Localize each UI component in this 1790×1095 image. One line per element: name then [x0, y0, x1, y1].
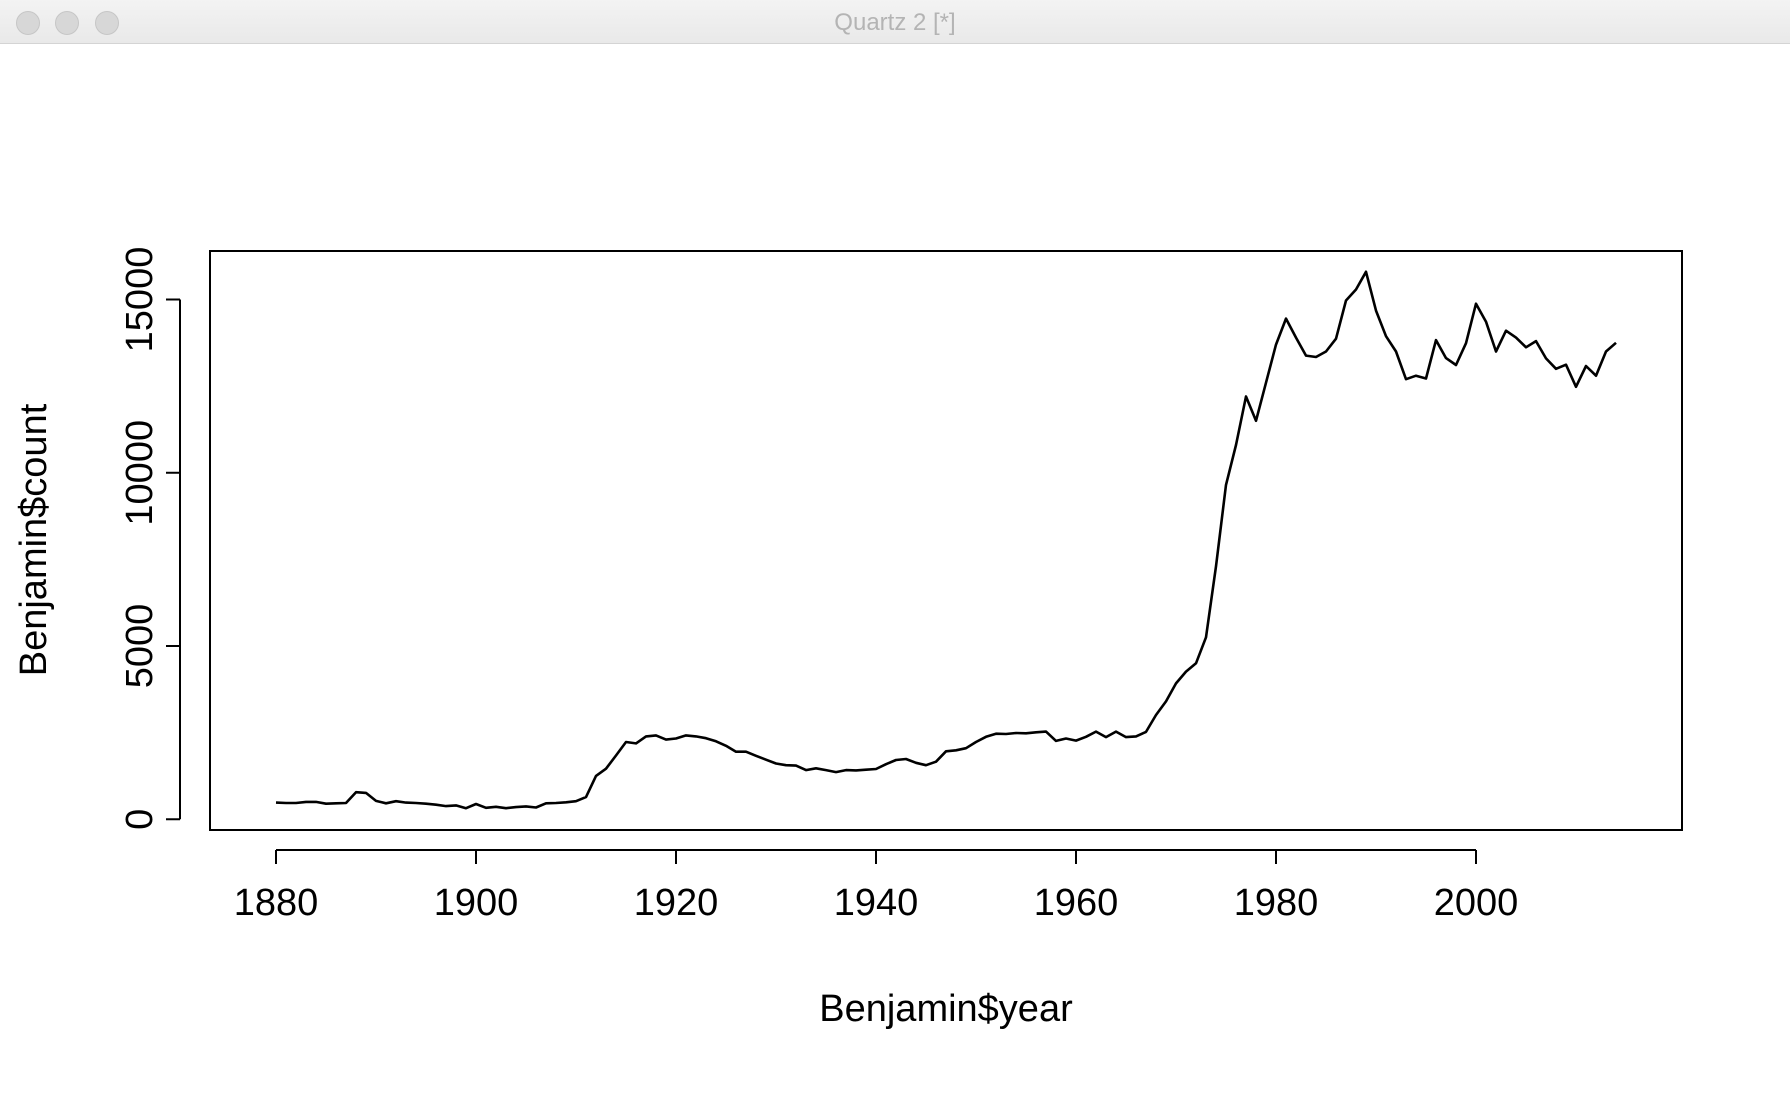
plot-frame	[209, 250, 1683, 831]
line-chart: 1880 1900 1920 1940 1960 1980 2000 0 5000 10000 1…	[13, 247, 1683, 1030]
x-tick-label: 1980	[1234, 882, 1319, 924]
y-tick-label: 0	[119, 809, 161, 830]
x-axis-label: Benjamin$year	[819, 988, 1073, 1030]
minimize-window-button[interactable]	[55, 11, 79, 35]
x-axis: 1880 1900 1920 1940 1960 1980 2000	[234, 849, 1519, 924]
plot-area: 1880 1900 1920 1940 1960 1980 2000 0 5000 10000 1…	[0, 44, 1790, 1090]
x-tick-label: 1880	[234, 882, 319, 924]
x-tick-label: 1940	[834, 882, 919, 924]
x-tick-label: 1920	[634, 882, 719, 924]
x-tick-label: 1900	[434, 882, 519, 924]
zoom-window-button[interactable]	[95, 11, 119, 35]
window-title: Quartz 2 [*]	[834, 9, 956, 36]
y-tick-label: 5000	[119, 604, 161, 689]
y-tick-label: 15000	[119, 247, 161, 353]
series-layer	[275, 270, 1617, 810]
y-axis-label: Benjamin$count	[13, 403, 55, 676]
series-line	[275, 270, 1617, 810]
x-tick-label: 2000	[1434, 882, 1519, 924]
x-tick-label: 1960	[1034, 882, 1119, 924]
close-window-button[interactable]	[16, 11, 40, 35]
title-bar[interactable]: Quartz 2 [*]	[0, 0, 1790, 44]
y-axis: 0 5000 10000 15000	[119, 247, 181, 830]
y-tick-label: 10000	[119, 420, 161, 526]
